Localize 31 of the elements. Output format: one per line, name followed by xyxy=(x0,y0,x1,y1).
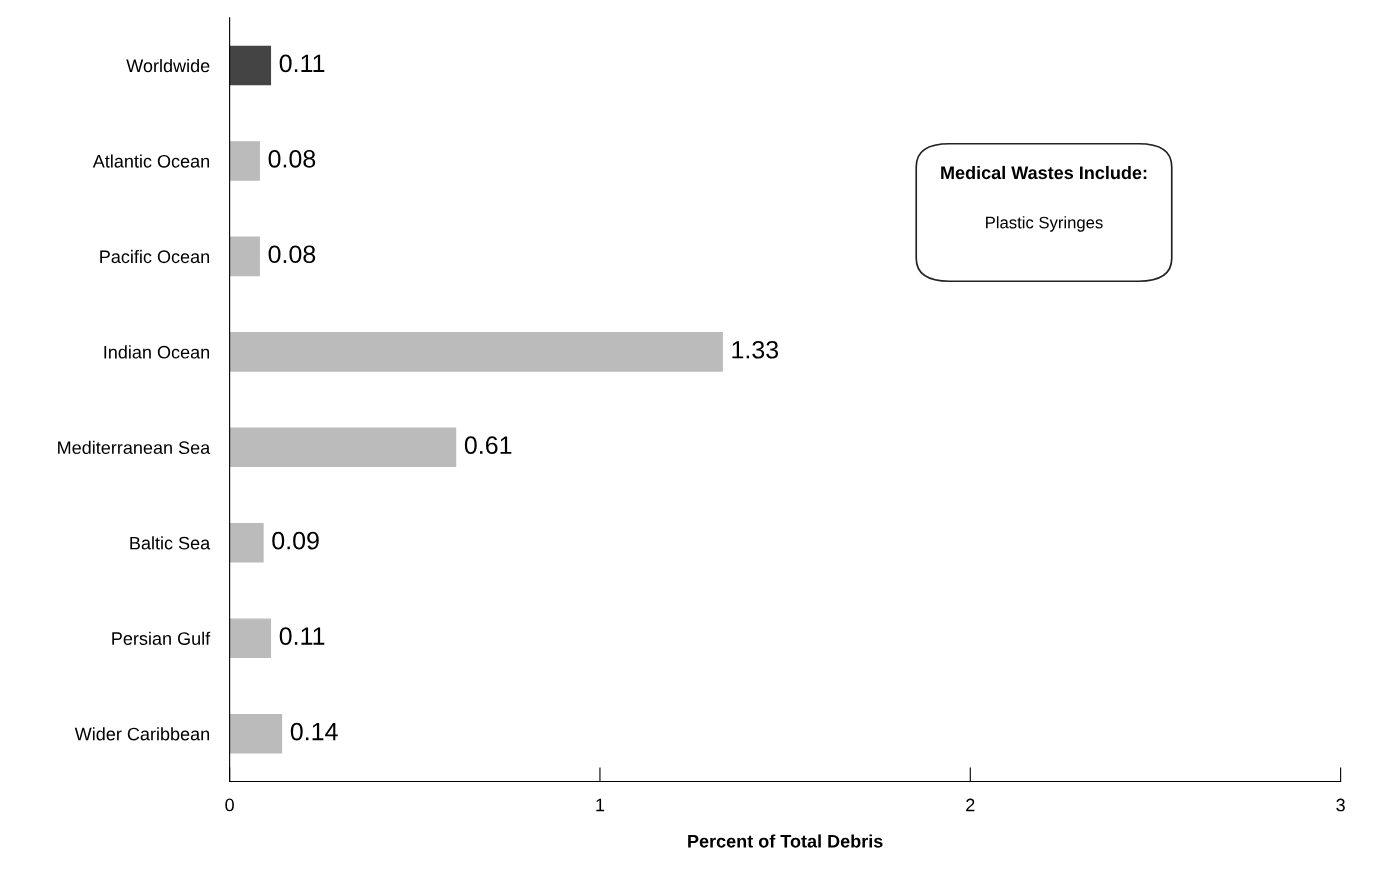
y-tick-label: Indian Ocean xyxy=(104,345,210,359)
bar xyxy=(229,45,272,86)
x-tick-label: 3 xyxy=(1336,798,1345,812)
bar xyxy=(229,332,723,372)
data-label: 0.61 xyxy=(464,436,512,455)
bar xyxy=(229,236,260,277)
bar xyxy=(229,713,283,754)
y-tick-label: Pacific Ocean xyxy=(100,249,210,264)
y-tick-label: Wider Caribbean xyxy=(74,727,210,741)
data-label: 0.11 xyxy=(279,54,325,73)
y-tick-label: Baltic Sea xyxy=(130,536,211,550)
data-label: 0.08 xyxy=(268,245,316,264)
data-label: 1.33 xyxy=(732,340,779,359)
y-tick-label: Persian Gulf xyxy=(112,631,211,645)
data-label: 0.09 xyxy=(272,531,319,550)
y-tick-label: Atlantic Ocean xyxy=(92,154,210,168)
annotation: Medical Wastes Include: xyxy=(941,165,1147,180)
x-tick-label: 1 xyxy=(596,798,605,812)
y-tick-label: Worldwide xyxy=(126,58,210,73)
x-tick-label: 2 xyxy=(966,798,975,812)
data-label: 0.11 xyxy=(279,627,325,645)
bar xyxy=(229,427,457,468)
annotation: Plastic Syringes xyxy=(986,216,1103,232)
bar xyxy=(229,618,272,659)
bar xyxy=(229,523,264,563)
data-label: 0.08 xyxy=(268,149,316,168)
x-tick-label: 0 xyxy=(225,798,234,812)
bar xyxy=(229,141,260,181)
data-label: 0.14 xyxy=(290,722,338,741)
x-axis-title: Percent of Total Debris xyxy=(688,834,883,848)
y-tick-label: Mediterranean Sea xyxy=(58,440,211,455)
